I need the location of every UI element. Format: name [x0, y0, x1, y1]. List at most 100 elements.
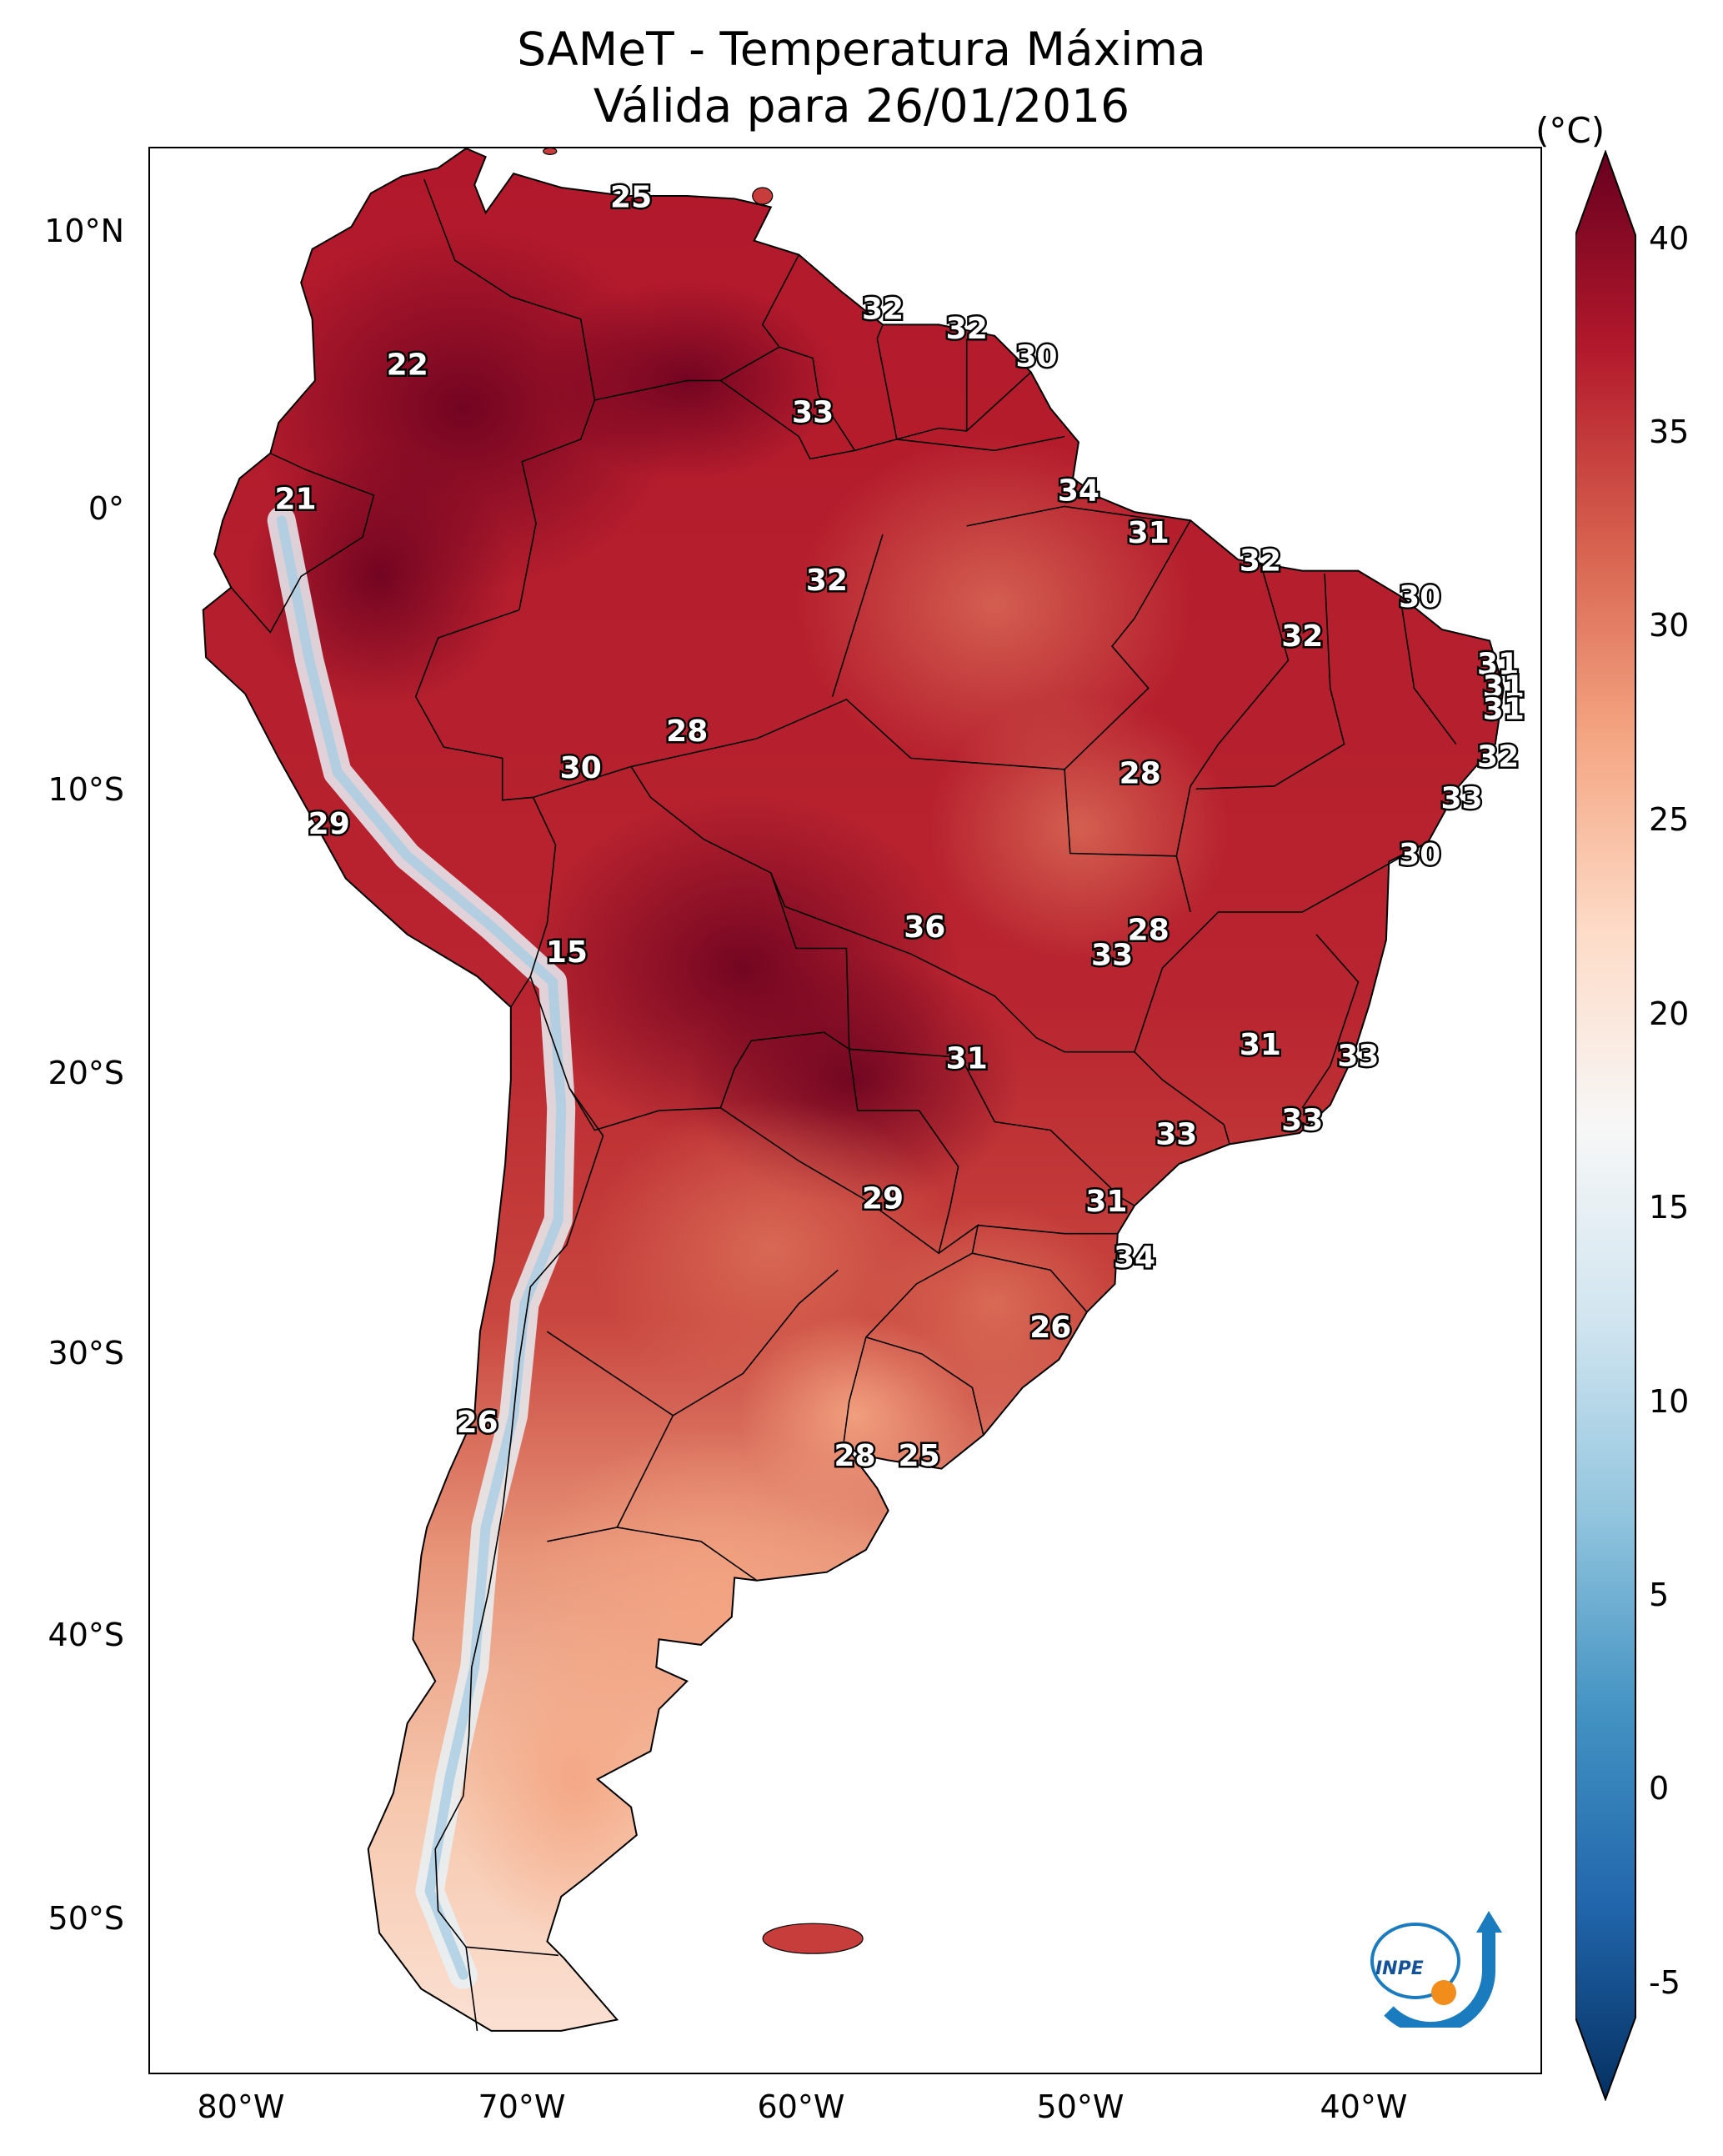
temperature-field: [246, 225, 1229, 1989]
contour-label: 28: [834, 1439, 875, 1473]
lat-tick-0: 0°: [88, 490, 124, 527]
contour-label: 29: [308, 807, 350, 841]
contour-label: 31: [946, 1042, 988, 1076]
border-line: [230, 452, 375, 634]
contour-label: 33: [1091, 939, 1133, 973]
border-line: [719, 371, 1032, 460]
lat-tick-10n: 10°N: [44, 213, 124, 249]
border-line: [1399, 595, 1457, 745]
map-title: SAMeT - Temperatura Máxima: [517, 23, 1206, 76]
contour-label: 33: [1155, 1117, 1197, 1151]
border-line: [831, 534, 884, 697]
mild-region: [928, 694, 1229, 962]
contour-label: 31: [1483, 670, 1525, 704]
contour-label: 34: [1058, 474, 1099, 509]
coastline: [202, 148, 1505, 2032]
map-panel: 25 22 21 32 32 30 33 34 31 32 32 30 32 31 31 31 32 33 28 30…: [148, 147, 1542, 2074]
contour-label: 25: [899, 1439, 940, 1473]
border-line: [1175, 562, 1290, 856]
contour-label: 33: [1281, 1104, 1323, 1138]
border-line: [546, 1331, 674, 1416]
colorbar-tick-15: 15: [1649, 1189, 1690, 1226]
border-line: [966, 505, 1163, 527]
colorbar-tick-35: 35: [1649, 414, 1690, 450]
border-line: [1064, 519, 1191, 770]
contour-label: 32: [946, 312, 988, 346]
lat-tick-50s: 50°S: [48, 1900, 124, 1937]
island: [752, 187, 774, 205]
colorbar-tick-40: 40: [1649, 220, 1690, 257]
contour-label: 31: [1483, 692, 1525, 726]
contour-label: 28: [1119, 757, 1161, 791]
lat-tick-40s: 40°S: [48, 1617, 124, 1653]
contour-labels: 2522213232303334313232303231313132332830…: [273, 178, 1526, 1476]
colorbar-tick-minus5: -5: [1649, 1964, 1680, 2001]
contour-label: 30: [1399, 838, 1440, 872]
colorbar-tick-25: 25: [1649, 801, 1690, 838]
border-line: [719, 1107, 959, 1255]
colorbar-unit: (°C): [1535, 110, 1605, 151]
contour-label: 33: [792, 396, 834, 430]
country-borders: [230, 178, 1457, 2032]
contour-label: 29: [862, 1182, 904, 1216]
contour-label: 15: [546, 935, 588, 970]
contour-label: 30: [560, 751, 602, 785]
inpe-logo-text: INPE: [1375, 1958, 1424, 1979]
contour-label: 34: [1114, 1241, 1155, 1275]
border-line: [770, 872, 1230, 1145]
border-line: [1301, 934, 1360, 1109]
island: [543, 148, 558, 155]
lon-tick-70w: 70°W: [478, 2088, 566, 2125]
border-line: [434, 1087, 604, 1957]
contour-label: 33: [1337, 1039, 1379, 1073]
lon-tick-40w: 40°W: [1320, 2088, 1408, 2125]
lon-tick-60w: 60°W: [757, 2088, 845, 2125]
contour-label: 25: [610, 180, 652, 214]
border-line: [849, 1048, 1135, 1206]
contour-label: 28: [666, 714, 708, 749]
border-line: [1195, 573, 1345, 790]
colorbar-tick-5: 5: [1649, 1577, 1670, 1613]
border-line: [779, 346, 856, 451]
contour-label: 28: [1128, 913, 1170, 947]
colorbar: [1575, 150, 1636, 2101]
contour-label: 30: [1399, 580, 1440, 614]
map-subtitle: Válida para 26/01/2016: [593, 79, 1130, 133]
inpe-logo: INPE: [1370, 1911, 1502, 2028]
border-line: [1134, 841, 1429, 1052]
contour-label: 21: [274, 483, 316, 517]
colorbar-tick-30: 30: [1649, 607, 1690, 644]
island: [762, 1923, 864, 1954]
contour-label: 32: [806, 564, 848, 598]
lon-tick-80w: 80°W: [197, 2088, 285, 2125]
lat-tick-30s: 30°S: [48, 1335, 124, 1371]
cool-region: [738, 1315, 972, 1516]
border-line: [594, 254, 800, 401]
colorbar-tick-20: 20: [1649, 995, 1690, 1032]
border-line: [972, 1252, 1088, 1313]
south-america-landmass: [202, 148, 1505, 2032]
contour-label: 32: [1477, 740, 1519, 774]
lon-tick-50w: 50°W: [1036, 2088, 1124, 2125]
contour-label: 22: [387, 348, 428, 383]
temperature-map: 2522213232303334313232303231313132332830…: [202, 148, 1526, 2032]
border-line: [547, 1527, 758, 1582]
contour-label: 26: [456, 1406, 498, 1440]
colorbar-tick-0: 0: [1649, 1770, 1670, 1807]
contour-label: 31: [1128, 516, 1170, 550]
contour-label: 31: [1477, 648, 1519, 682]
border-line: [414, 609, 557, 1008]
lat-tick-10s: 10°S: [48, 771, 124, 808]
border-line: [876, 324, 898, 440]
contour-label: 31: [1085, 1185, 1127, 1219]
andes-cold-core: [276, 515, 567, 1980]
border-line: [465, 1947, 478, 2032]
border-line: [896, 435, 1065, 452]
border-line: [616, 1269, 839, 1528]
contour-label: 32: [1281, 619, 1323, 654]
contour-label: 32: [862, 293, 904, 327]
contour-label: 31: [1240, 1028, 1281, 1062]
contour-label: 30: [1015, 340, 1057, 374]
contour-label: 32: [1240, 544, 1281, 579]
border-line: [865, 1336, 984, 1436]
